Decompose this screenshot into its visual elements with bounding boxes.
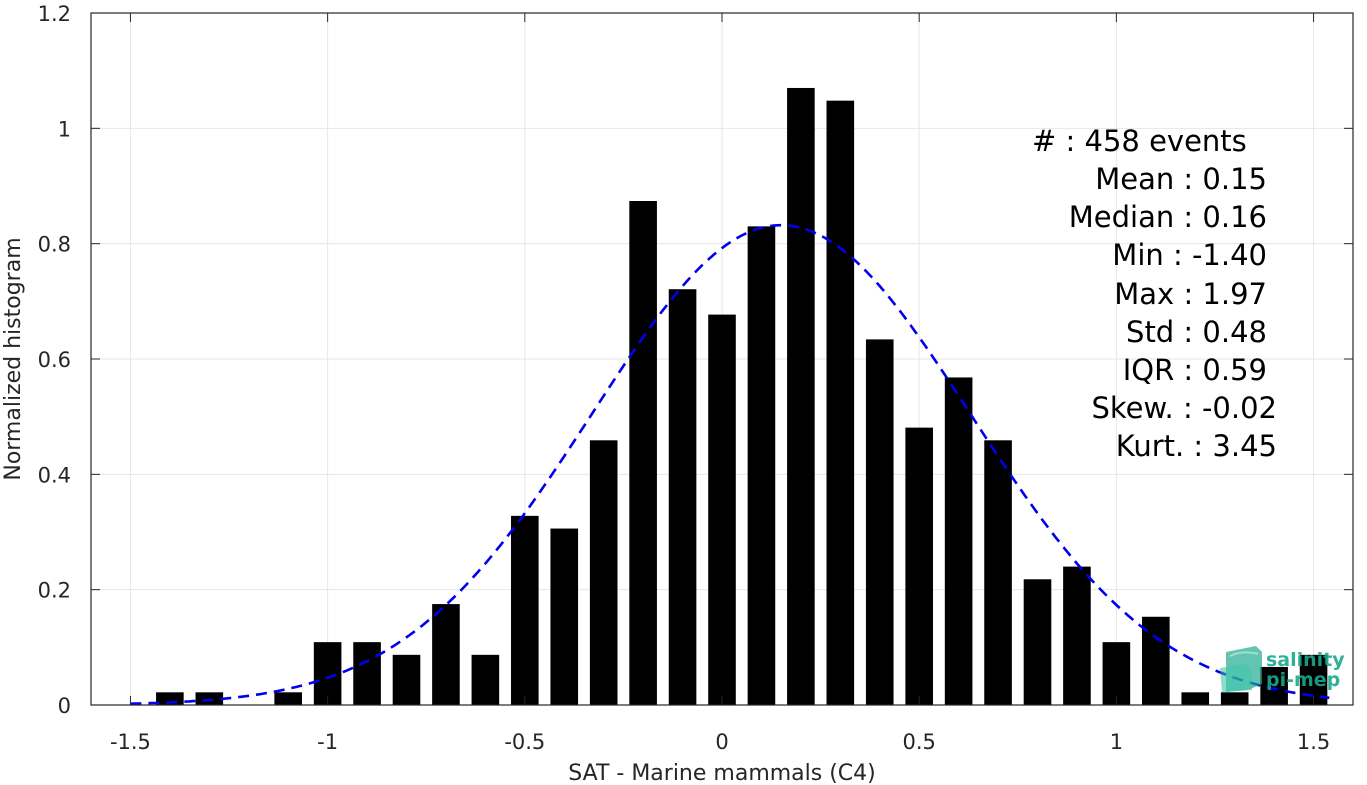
x-tick-label: 1.5: [1297, 730, 1330, 754]
x-tick-label: -1.5: [110, 730, 151, 754]
y-tick-label: 0.8: [38, 233, 71, 257]
x-tick-label: 1: [1110, 730, 1123, 754]
histogram-bar: [708, 314, 736, 705]
stat-skew: Skew. : -0.02: [1091, 391, 1277, 425]
histogram-bar: [668, 289, 697, 705]
histogram-bar: [984, 440, 1012, 705]
histogram-bar: [550, 528, 579, 705]
histogram-bar: [787, 87, 815, 705]
y-tick-label: 1: [58, 117, 71, 141]
histogram-bar: [629, 200, 657, 705]
histogram-bar: [589, 440, 618, 705]
histogram-bar: [511, 515, 539, 705]
stat-std: Std : 0.48: [1126, 315, 1267, 349]
histogram-bar: [471, 654, 500, 705]
histogram-bar: [195, 692, 224, 705]
fit-curve-line: [130, 223, 1330, 705]
logo-line1: salinity: [1266, 649, 1345, 671]
salinity-pimep-logo: salinity pi-mep: [1220, 646, 1345, 692]
histogram-bar: [1181, 692, 1210, 705]
normal-fit-curve: [130, 223, 1330, 705]
y-tick-label: 1.2: [38, 2, 71, 26]
y-tick-label: 0.2: [38, 579, 71, 603]
stat-max: Max : 1.97: [1114, 277, 1267, 311]
histogram-bar: [1102, 642, 1131, 705]
histogram-bar: [905, 427, 933, 705]
histogram-bar: [1260, 666, 1288, 705]
histogram-bar: [353, 642, 381, 705]
stat-iqr: IQR : 0.59: [1123, 353, 1267, 387]
stat-count: # : 458 events: [1032, 124, 1247, 158]
x-tick-label: -1: [317, 730, 338, 754]
x-axis-label: SAT - Marine mammals (C4): [568, 761, 876, 785]
histogram-bar: [747, 226, 776, 705]
axis-ticks: -1.5 -1 -0.5 0 0.5 1 1.5 0 0.2 0.4 0.6 0.8 1 1.2: [38, 2, 1353, 754]
histogram-bar: [392, 654, 421, 705]
histogram-bars: [156, 87, 1328, 706]
y-axis-label: Normalized histogram: [1, 237, 26, 480]
logo-line2: pi-mep: [1266, 669, 1340, 691]
wave-logo-icon: [1220, 646, 1262, 692]
histogram-bar: [1063, 566, 1091, 705]
histogram-bar: [865, 339, 894, 705]
histogram-bar: [432, 604, 460, 705]
stat-median: Median : 0.16: [1069, 200, 1267, 234]
stat-kurt: Kurt. : 3.45: [1116, 429, 1277, 463]
y-tick-label: 0.4: [38, 463, 71, 487]
histogram-bar: [313, 642, 342, 705]
stat-mean: Mean : 0.15: [1095, 162, 1267, 196]
y-tick-label: 0.6: [38, 348, 71, 372]
stats-box: # : 458 events Mean : 0.15 Median : 0.16…: [1032, 124, 1277, 463]
histogram-bar: [826, 100, 855, 706]
histogram-bar: [944, 377, 973, 705]
x-tick-label: -0.5: [504, 730, 545, 754]
y-tick-label: 0: [58, 694, 71, 718]
stat-min: Min : -1.40: [1112, 238, 1267, 272]
histogram-bar: [1220, 692, 1249, 705]
x-tick-label: 0: [715, 730, 728, 754]
x-tick-label: 0.5: [902, 730, 935, 754]
histogram-bar: [1023, 579, 1052, 705]
histogram-bar: [274, 692, 302, 705]
